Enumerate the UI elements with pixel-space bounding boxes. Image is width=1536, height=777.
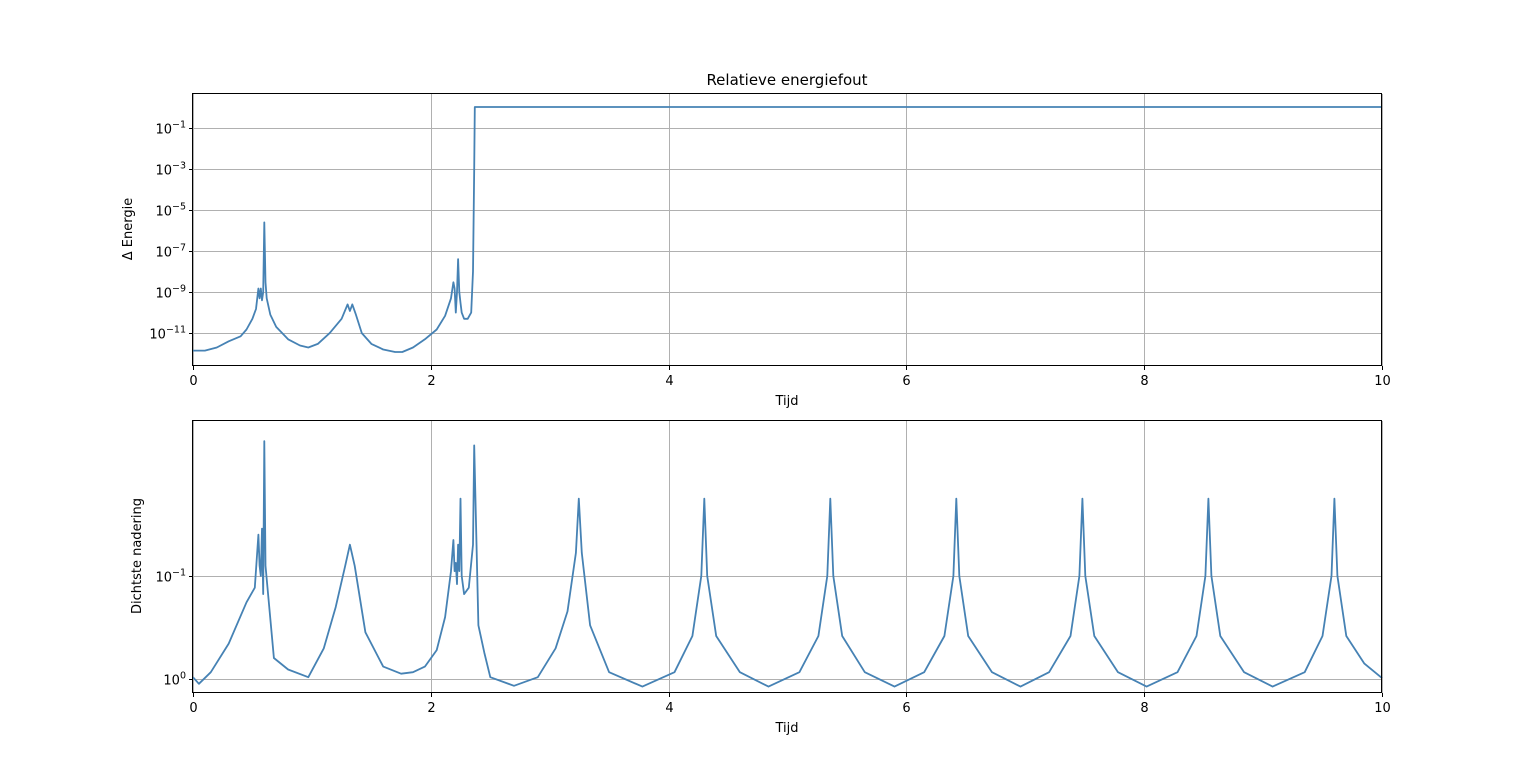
y-tick-label: 10−11 [149, 325, 186, 343]
energy-error-y-axis-label: Δ Energie [121, 198, 136, 260]
y-tick-label: 10−1 [155, 120, 186, 138]
series-line [192, 440, 1383, 688]
y-tick-label: 10−7 [155, 243, 186, 261]
y-tick-label: 10−9 [155, 284, 186, 302]
x-tick-label: 6 [902, 701, 910, 716]
closest-approach-grid [193, 421, 1383, 693]
x-tick-label: 0 [189, 701, 197, 716]
x-tick-label: 4 [665, 701, 673, 716]
energy-error-x-axis-label: Tijd [774, 394, 798, 409]
energy-error-series [193, 106, 1382, 353]
energy-error-grid [193, 94, 1383, 366]
y-tick-label: 10−3 [155, 161, 186, 179]
x-tick-label: 10 [1374, 701, 1391, 716]
energy-error-y-ticks: 10−11 10−9 10−7 10−5 10−3 10−1 [149, 120, 193, 343]
x-tick-label: 0 [189, 374, 197, 389]
x-tick-label: 10 [1374, 374, 1391, 389]
energy-error-x-ticks: 0 2 4 6 8 10 [189, 366, 1391, 389]
y-tick-label: 10−5 [155, 202, 186, 220]
y-tick-label: 10−1 [155, 568, 186, 586]
energy-error-axes-frame [192, 93, 1382, 366]
closest-approach-x-axis-label: Tijd [774, 721, 798, 736]
x-tick-label: 8 [1140, 701, 1148, 716]
y-tick-label: 100 [163, 671, 186, 689]
x-tick-label: 8 [1140, 374, 1148, 389]
closest-approach-y-ticks: 100 10−1 [155, 568, 193, 689]
x-tick-label: 2 [427, 374, 435, 389]
x-tick-label: 6 [902, 374, 910, 389]
closest-approach-x-ticks: 0 2 4 6 8 10 [189, 693, 1391, 716]
x-tick-label: 4 [665, 374, 673, 389]
x-tick-label: 2 [427, 701, 435, 716]
energy-error-title: Relatieve energiefout [706, 71, 867, 89]
closest-approach-y-axis-label: Dichtste nadering [130, 498, 145, 614]
closest-approach-panel: 0 2 4 6 8 10 100 10−1 Tijd Dichtste nadering [130, 420, 1391, 736]
closest-approach-axes-frame [192, 420, 1382, 693]
series-line [193, 106, 1382, 353]
closest-approach-series [192, 440, 1383, 688]
energy-error-panel: Relatieve energiefout 0 2 4 6 8 10 10−1110−91… [121, 71, 1391, 409]
